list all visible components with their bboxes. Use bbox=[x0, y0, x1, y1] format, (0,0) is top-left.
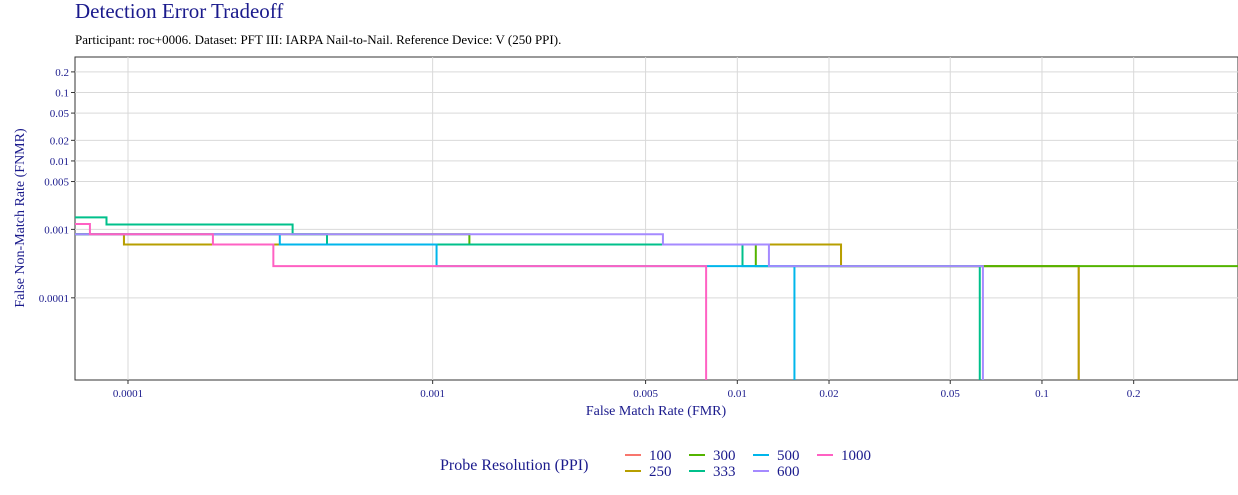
x-axis-label: False Match Rate (FMR) bbox=[586, 404, 727, 419]
y-tick-label: 0.001 bbox=[44, 224, 69, 236]
legend-label: 250 bbox=[649, 464, 672, 480]
det-curve bbox=[75, 233, 984, 380]
y-tick-label: 0.02 bbox=[50, 135, 69, 147]
det-curve bbox=[75, 222, 708, 380]
x-tick-label: 0.005 bbox=[633, 388, 658, 400]
y-tick-label: 0.1 bbox=[55, 87, 69, 99]
lines bbox=[75, 216, 1238, 380]
x-tick-label: 0.001 bbox=[420, 388, 445, 400]
x-tick-label: 0.2 bbox=[1127, 388, 1141, 400]
det-curve bbox=[75, 216, 981, 380]
det-curve bbox=[75, 233, 1080, 380]
legend-label: 1000 bbox=[841, 448, 871, 464]
chart-subtitle: Participant: roc+0006. Dataset: PFT III:… bbox=[75, 32, 561, 47]
x-tick-label: 0.02 bbox=[819, 388, 838, 400]
y-tick-label: 0.0001 bbox=[39, 293, 69, 305]
y-tick-label: 0.01 bbox=[50, 156, 69, 168]
y-tick-label: 0.05 bbox=[50, 108, 70, 120]
y-tick-label: 0.005 bbox=[44, 177, 69, 189]
det-curve bbox=[75, 233, 1238, 268]
x-tick-label: 0.01 bbox=[728, 388, 747, 400]
legend-label: 100 bbox=[649, 448, 672, 464]
legend-label: 600 bbox=[777, 464, 800, 480]
grid: 0.0001 0.001 0.005 0.01 0.02 0.05 0.1 0.2 0.0001… bbox=[39, 56, 1238, 400]
legend-label: 500 bbox=[777, 448, 800, 464]
det-curve bbox=[75, 233, 1080, 380]
y-tick-label: 0.2 bbox=[55, 67, 69, 79]
y-axis-label: False Non-Match Rate (FNMR) bbox=[13, 128, 28, 308]
chart-title: Detection Error Tradeoff bbox=[75, 0, 283, 23]
x-tick-label: 0.0001 bbox=[113, 388, 143, 400]
legend-label: 333 bbox=[713, 464, 736, 480]
legend-title: Probe Resolution (PPI) bbox=[440, 457, 588, 474]
x-tick-label: 0.05 bbox=[941, 388, 961, 400]
x-tick-label: 0.1 bbox=[1035, 388, 1049, 400]
plot-border bbox=[74, 56, 1238, 381]
legend-label: 300 bbox=[713, 448, 736, 464]
